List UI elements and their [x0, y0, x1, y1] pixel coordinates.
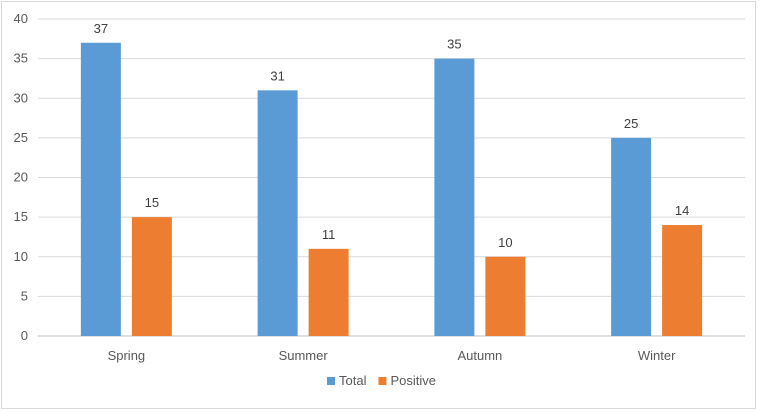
bar-total-spring [80, 42, 121, 337]
bar-positive-winter [662, 225, 703, 336]
data-label-positive-autumn: 10 [498, 235, 512, 250]
y-tick-label: 35 [14, 51, 28, 66]
y-tick-label: 40 [14, 11, 28, 26]
bar-positive-summer [308, 248, 349, 336]
data-label-total-spring: 37 [94, 21, 108, 36]
x-tick-label: Spring [108, 348, 146, 363]
bars [80, 42, 703, 337]
x-tick-label: Autumn [457, 348, 502, 363]
bar-total-summer [257, 90, 298, 336]
data-label-total-winter: 25 [624, 116, 638, 131]
data-labels: 37 15 31 11 35 10 25 14 [94, 21, 690, 250]
legend: Total Positive [327, 373, 436, 388]
y-tick-label: 5 [21, 288, 28, 303]
y-tick-label: 25 [14, 130, 28, 145]
x-tick-label: Summer [279, 348, 329, 363]
y-tick-label: 30 [14, 90, 28, 105]
y-tick-label: 20 [14, 170, 28, 185]
x-tick-label: Winter [638, 348, 676, 363]
bar-total-winter [611, 137, 652, 336]
y-tick-label: 0 [21, 328, 28, 343]
x-axis: Spring Summer Autumn Winter [108, 348, 676, 363]
data-label-positive-winter: 14 [675, 203, 689, 218]
legend-swatch-positive [378, 377, 387, 385]
legend-label-total: Total [339, 373, 367, 388]
bar-positive-spring [131, 217, 172, 336]
data-label-positive-summer: 11 [322, 227, 336, 242]
data-label-total-autumn: 35 [447, 37, 461, 52]
y-tick-label: 10 [14, 249, 28, 264]
y-tick-label: 15 [14, 209, 28, 224]
data-label-total-summer: 31 [270, 68, 284, 83]
bar-total-autumn [434, 58, 475, 336]
y-axis: 0 5 10 15 20 25 30 35 40 [14, 11, 28, 343]
legend-label-positive: Positive [390, 373, 436, 388]
bar-positive-autumn [485, 256, 526, 336]
data-label-positive-spring: 15 [145, 195, 159, 210]
legend-swatch-total [327, 377, 335, 385]
